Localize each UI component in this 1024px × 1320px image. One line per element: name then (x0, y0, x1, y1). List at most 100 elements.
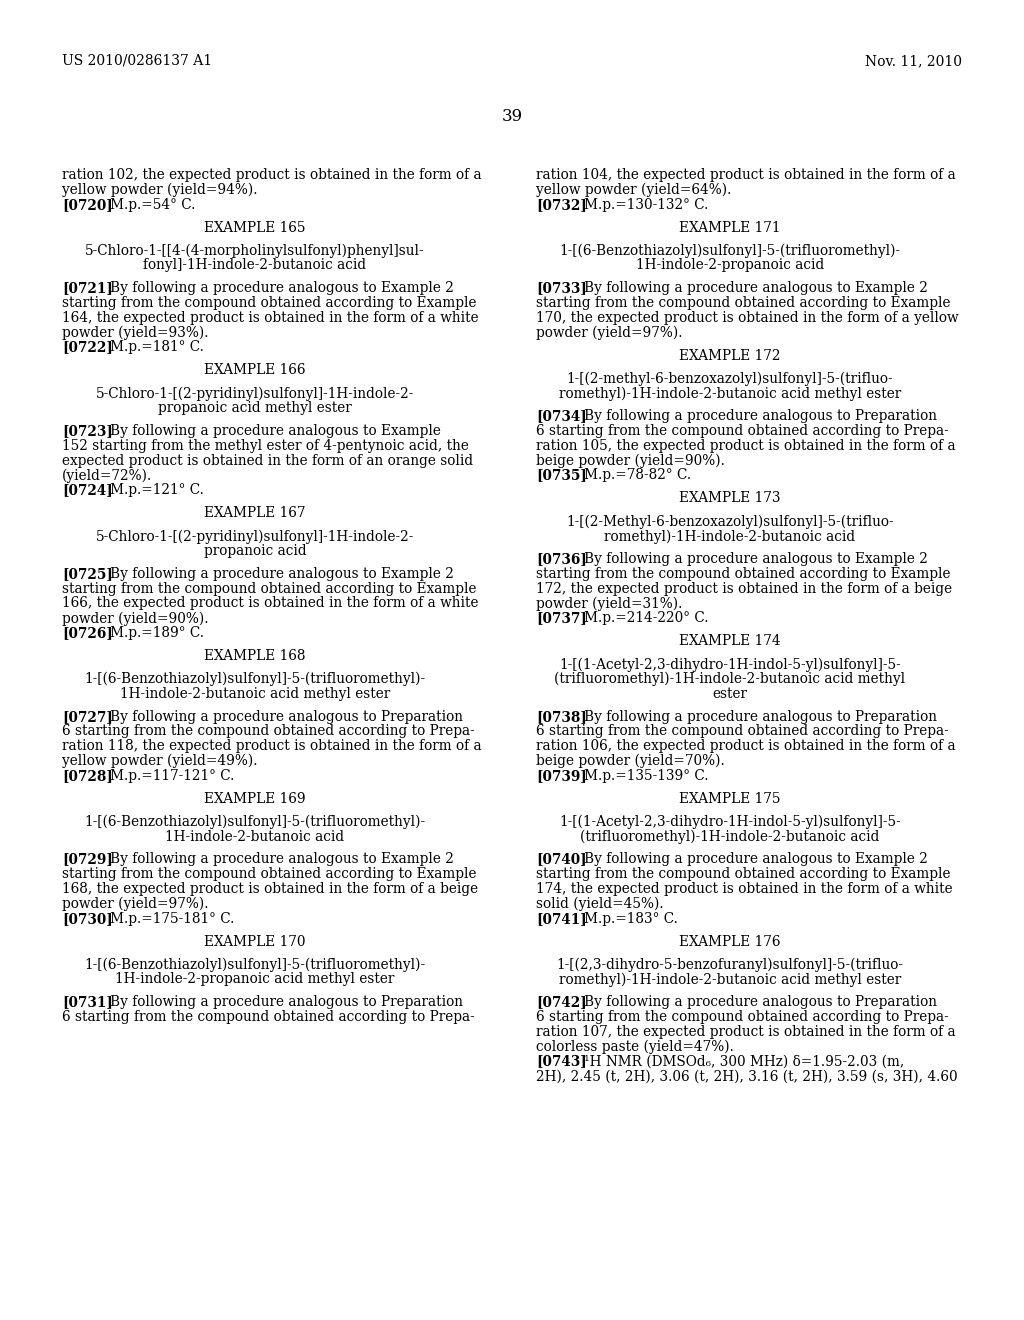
Text: 6 starting from the compound obtained according to Prepa-: 6 starting from the compound obtained ac… (62, 725, 475, 738)
Text: propanoic acid methyl ester: propanoic acid methyl ester (158, 401, 352, 414)
Text: romethyl)-1H-indole-2-butanoic acid: romethyl)-1H-indole-2-butanoic acid (604, 529, 856, 544)
Text: By following a procedure analogous to Preparation: By following a procedure analogous to Pr… (571, 409, 937, 424)
Text: By following a procedure analogous to Example: By following a procedure analogous to Ex… (97, 424, 441, 438)
Text: [0729]: [0729] (62, 853, 113, 866)
Text: starting from the compound obtained according to Example: starting from the compound obtained acco… (536, 296, 950, 310)
Text: 1-[(6-Benzothiazolyl)sulfonyl]-5-(trifluoromethyl)-: 1-[(6-Benzothiazolyl)sulfonyl]-5-(triflu… (84, 814, 426, 829)
Text: 1-[(2-methyl-6-benzoxazolyl)sulfonyl]-5-(trifluo-: 1-[(2-methyl-6-benzoxazolyl)sulfonyl]-5-… (566, 371, 893, 385)
Text: M.p.=214-220° C.: M.p.=214-220° C. (571, 611, 709, 626)
Text: 5-Chloro-1-[[4-(4-morpholinylsulfonyl)phenyl]sul-: 5-Chloro-1-[[4-(4-morpholinylsulfonyl)ph… (85, 243, 425, 257)
Text: M.p.=130-132° C.: M.p.=130-132° C. (571, 198, 709, 211)
Text: ester: ester (713, 686, 748, 701)
Text: [0720]: [0720] (62, 198, 113, 211)
Text: romethyl)-1H-indole-2-butanoic acid methyl ester: romethyl)-1H-indole-2-butanoic acid meth… (559, 387, 901, 401)
Text: [0733]: [0733] (536, 281, 587, 296)
Text: yellow powder (yield=49%).: yellow powder (yield=49%). (62, 754, 257, 768)
Text: EXAMPLE 165: EXAMPLE 165 (204, 220, 306, 235)
Text: By following a procedure analogous to Preparation: By following a procedure analogous to Pr… (571, 995, 937, 1010)
Text: 6 starting from the compound obtained according to Prepa-: 6 starting from the compound obtained ac… (536, 424, 949, 438)
Text: starting from the compound obtained according to Example: starting from the compound obtained acco… (62, 582, 476, 595)
Text: By following a procedure analogous to Preparation: By following a procedure analogous to Pr… (97, 995, 463, 1010)
Text: [0740]: [0740] (536, 853, 587, 866)
Text: 1-[(6-Benzothiazolyl)sulfonyl]-5-(trifluoromethyl)-: 1-[(6-Benzothiazolyl)sulfonyl]-5-(triflu… (559, 243, 900, 257)
Text: [0742]: [0742] (536, 995, 587, 1010)
Text: [0735]: [0735] (536, 469, 587, 482)
Text: By following a procedure analogous to Example 2: By following a procedure analogous to Ex… (97, 566, 455, 581)
Text: [0727]: [0727] (62, 710, 113, 723)
Text: starting from the compound obtained according to Example: starting from the compound obtained acco… (536, 867, 950, 882)
Text: ration 106, the expected product is obtained in the form of a: ration 106, the expected product is obta… (536, 739, 955, 754)
Text: 6 starting from the compound obtained according to Prepa-: 6 starting from the compound obtained ac… (536, 1010, 949, 1024)
Text: [0730]: [0730] (62, 912, 113, 925)
Text: By following a procedure analogous to Example 2: By following a procedure analogous to Ex… (97, 853, 455, 866)
Text: M.p.=117-121° C.: M.p.=117-121° C. (97, 768, 234, 783)
Text: 6 starting from the compound obtained according to Prepa-: 6 starting from the compound obtained ac… (62, 1010, 475, 1024)
Text: By following a procedure analogous to Example 2: By following a procedure analogous to Ex… (571, 281, 928, 296)
Text: EXAMPLE 166: EXAMPLE 166 (204, 363, 306, 378)
Text: [0723]: [0723] (62, 424, 113, 438)
Text: M.p.=181° C.: M.p.=181° C. (97, 341, 204, 355)
Text: [0731]: [0731] (62, 995, 113, 1010)
Text: ration 102, the expected product is obtained in the form of a: ration 102, the expected product is obta… (62, 168, 481, 182)
Text: ration 118, the expected product is obtained in the form of a: ration 118, the expected product is obta… (62, 739, 481, 754)
Text: EXAMPLE 169: EXAMPLE 169 (204, 792, 306, 805)
Text: [0739]: [0739] (536, 768, 587, 783)
Text: [0728]: [0728] (62, 768, 113, 783)
Text: expected product is obtained in the form of an orange solid: expected product is obtained in the form… (62, 454, 473, 467)
Text: powder (yield=93%).: powder (yield=93%). (62, 326, 209, 341)
Text: EXAMPLE 176: EXAMPLE 176 (679, 935, 780, 949)
Text: M.p.=183° C.: M.p.=183° C. (571, 912, 678, 925)
Text: By following a procedure analogous to Example 2: By following a procedure analogous to Ex… (571, 552, 928, 566)
Text: ration 105, the expected product is obtained in the form of a: ration 105, the expected product is obta… (536, 438, 955, 453)
Text: M.p.=121° C.: M.p.=121° C. (97, 483, 204, 498)
Text: 1H-indole-2-propanoic acid: 1H-indole-2-propanoic acid (636, 259, 824, 272)
Text: [0721]: [0721] (62, 281, 113, 296)
Text: By following a procedure analogous to Preparation: By following a procedure analogous to Pr… (571, 710, 937, 723)
Text: 6 starting from the compound obtained according to Prepa-: 6 starting from the compound obtained ac… (536, 725, 949, 738)
Text: propanoic acid: propanoic acid (204, 544, 306, 558)
Text: US 2010/0286137 A1: US 2010/0286137 A1 (62, 54, 212, 69)
Text: 166, the expected product is obtained in the form of a white: 166, the expected product is obtained in… (62, 597, 478, 610)
Text: beige powder (yield=90%).: beige powder (yield=90%). (536, 454, 725, 469)
Text: M.p.=135-139° C.: M.p.=135-139° C. (571, 768, 709, 783)
Text: beige powder (yield=70%).: beige powder (yield=70%). (536, 754, 725, 768)
Text: starting from the compound obtained according to Example: starting from the compound obtained acco… (536, 566, 950, 581)
Text: M.p.=54° C.: M.p.=54° C. (97, 198, 196, 211)
Text: ration 104, the expected product is obtained in the form of a: ration 104, the expected product is obta… (536, 168, 955, 182)
Text: M.p.=175-181° C.: M.p.=175-181° C. (97, 912, 234, 925)
Text: (trifluoromethyl)-1H-indole-2-butanoic acid methyl: (trifluoromethyl)-1H-indole-2-butanoic a… (554, 672, 905, 686)
Text: starting from the compound obtained according to Example: starting from the compound obtained acco… (62, 296, 476, 310)
Text: [0722]: [0722] (62, 341, 113, 355)
Text: 2H), 2.45 (t, 2H), 3.06 (t, 2H), 3.16 (t, 2H), 3.59 (s, 3H), 4.60: 2H), 2.45 (t, 2H), 3.06 (t, 2H), 3.16 (t… (536, 1069, 957, 1084)
Text: yellow powder (yield=64%).: yellow powder (yield=64%). (536, 182, 731, 197)
Text: colorless paste (yield=47%).: colorless paste (yield=47%). (536, 1040, 734, 1055)
Text: 1-[(2,3-dihydro-5-benzofuranyl)sulfonyl]-5-(trifluo-: 1-[(2,3-dihydro-5-benzofuranyl)sulfonyl]… (556, 957, 903, 972)
Text: 39: 39 (502, 108, 522, 125)
Text: [0738]: [0738] (536, 710, 587, 723)
Text: 170, the expected product is obtained in the form of a yellow: 170, the expected product is obtained in… (536, 310, 958, 325)
Text: yellow powder (yield=94%).: yellow powder (yield=94%). (62, 182, 257, 197)
Text: 168, the expected product is obtained in the form of a beige: 168, the expected product is obtained in… (62, 882, 478, 896)
Text: [0743]: [0743] (536, 1055, 587, 1068)
Text: fonyl]-1H-indole-2-butanoic acid: fonyl]-1H-indole-2-butanoic acid (143, 259, 367, 272)
Text: Nov. 11, 2010: Nov. 11, 2010 (865, 54, 962, 69)
Text: EXAMPLE 170: EXAMPLE 170 (204, 935, 306, 949)
Text: EXAMPLE 174: EXAMPLE 174 (679, 634, 781, 648)
Text: 1H-indole-2-butanoic acid methyl ester: 1H-indole-2-butanoic acid methyl ester (120, 686, 390, 701)
Text: 164, the expected product is obtained in the form of a white: 164, the expected product is obtained in… (62, 310, 478, 325)
Text: romethyl)-1H-indole-2-butanoic acid methyl ester: romethyl)-1H-indole-2-butanoic acid meth… (559, 973, 901, 987)
Text: 174, the expected product is obtained in the form of a white: 174, the expected product is obtained in… (536, 882, 952, 896)
Text: EXAMPLE 172: EXAMPLE 172 (679, 348, 780, 363)
Text: (trifluoromethyl)-1H-indole-2-butanoic acid: (trifluoromethyl)-1H-indole-2-butanoic a… (581, 829, 880, 843)
Text: powder (yield=97%).: powder (yield=97%). (536, 326, 683, 341)
Text: ¹H NMR (DMSOd₆, 300 MHz) δ=1.95-2.03 (m,: ¹H NMR (DMSOd₆, 300 MHz) δ=1.95-2.03 (m, (571, 1055, 904, 1068)
Text: EXAMPLE 167: EXAMPLE 167 (204, 506, 306, 520)
Text: EXAMPLE 168: EXAMPLE 168 (204, 649, 306, 663)
Text: 152 starting from the methyl ester of 4-pentynoic acid, the: 152 starting from the methyl ester of 4-… (62, 438, 469, 453)
Text: [0725]: [0725] (62, 566, 113, 581)
Text: EXAMPLE 173: EXAMPLE 173 (679, 491, 780, 506)
Text: [0734]: [0734] (536, 409, 587, 424)
Text: By following a procedure analogous to Example 2: By following a procedure analogous to Ex… (97, 281, 455, 296)
Text: (yield=72%).: (yield=72%). (62, 469, 153, 483)
Text: 5-Chloro-1-[(2-pyridinyl)sulfonyl]-1H-indole-2-: 5-Chloro-1-[(2-pyridinyl)sulfonyl]-1H-in… (96, 529, 414, 544)
